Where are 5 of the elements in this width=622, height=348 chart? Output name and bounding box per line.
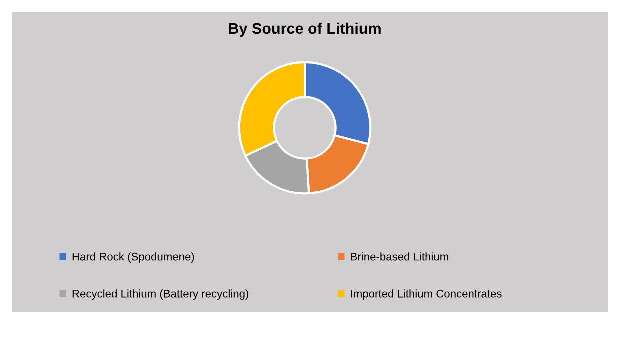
legend-label: Hard Rock (Spodumene) — [72, 252, 194, 263]
chart-title: By Source of Lithium — [229, 22, 381, 38]
legend-label: Recycled Lithium (Battery recycling) — [72, 290, 249, 300]
legend-label: Imported Lithium Concentrates — [351, 290, 502, 300]
legend-label: Brine-based Lithium — [351, 252, 448, 261]
